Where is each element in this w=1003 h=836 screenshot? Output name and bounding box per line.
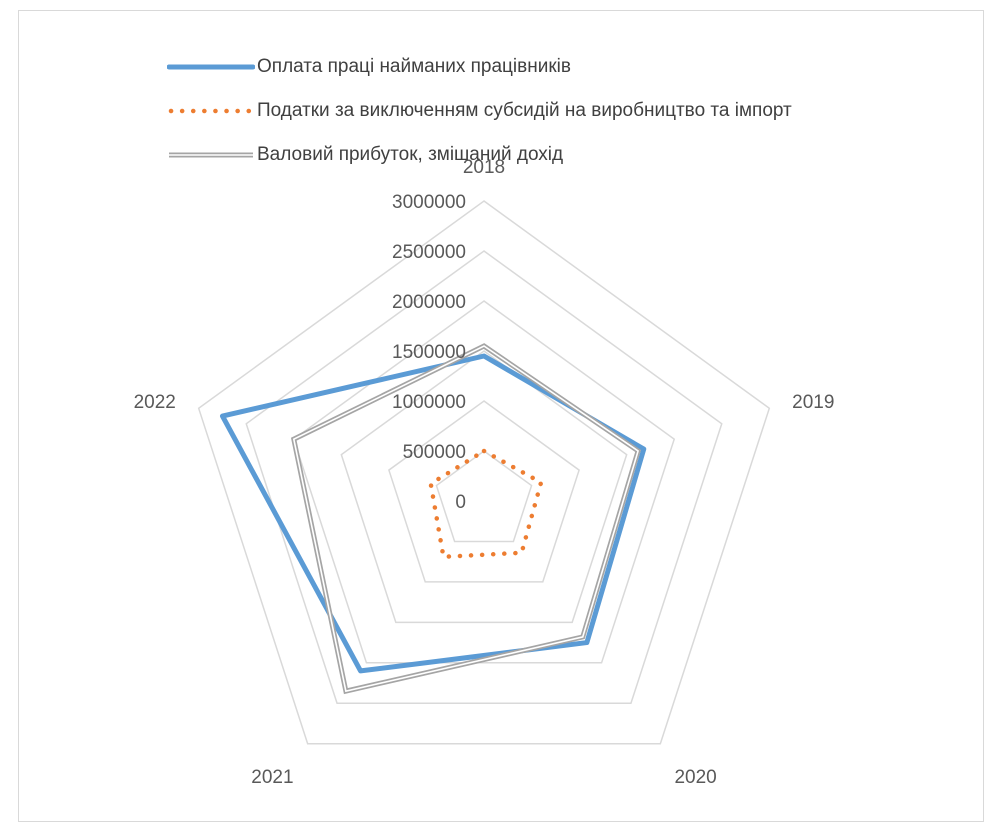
tick-label-0: 0 xyxy=(455,492,466,513)
category-label-2022: 2022 xyxy=(134,392,176,413)
legend-label-taxes: Податки за виключенням субсидій на вироб… xyxy=(257,100,792,121)
radar-tick-labels: 0 500000 1000000 1500000 2000000 2500000 30000… xyxy=(392,192,466,513)
grid-ring-6 xyxy=(197,200,771,745)
legend-item-profit[interactable]: Валовий прибуток, змішаний дохід xyxy=(167,133,792,177)
category-label-2019: 2019 xyxy=(792,392,834,413)
legend-item-taxes[interactable]: Податки за виключенням субсидій на вироб… xyxy=(167,89,792,133)
tick-label-4: 2000000 xyxy=(392,292,466,313)
legend-item-wages[interactable]: Оплата праці найманих працівників xyxy=(167,45,792,89)
grid-ring-1 xyxy=(435,450,533,543)
tick-label-2: 1000000 xyxy=(392,392,466,413)
grid-ring-4 xyxy=(292,300,676,664)
radar-category-labels: 2018 2019 2020 2021 2022 xyxy=(134,157,835,788)
chart-area: 0 500000 1000000 1500000 2000000 2500000 30000… xyxy=(18,10,984,822)
grid-ring-5 xyxy=(245,250,723,705)
radar-series xyxy=(219,343,647,695)
legend: Оплата праці найманих працівників Податк… xyxy=(167,45,792,177)
legend-swatch-taxes xyxy=(168,108,255,114)
tick-label-1: 500000 xyxy=(403,442,466,463)
tick-label-6: 3000000 xyxy=(392,192,466,213)
tick-label-3: 1500000 xyxy=(392,342,466,363)
radar-chart: 0 500000 1000000 1500000 2000000 2500000 30000… xyxy=(134,157,835,788)
legend-label-wages: Оплата праці найманих працівників xyxy=(257,56,571,77)
series-profit-inner xyxy=(292,345,640,693)
grid-ring-3 xyxy=(340,350,628,624)
category-label-2021: 2021 xyxy=(251,767,293,788)
radar-grid xyxy=(197,200,771,745)
grid-ring-2 xyxy=(388,400,580,583)
legend-swatch-profit xyxy=(169,152,253,158)
series-wages xyxy=(219,353,647,674)
legend-swatch-wages xyxy=(167,64,255,70)
series-taxes xyxy=(428,448,544,560)
legend-label-profit: Валовий прибуток, змішаний дохід xyxy=(257,144,564,165)
category-label-2018: 2018 xyxy=(463,157,505,178)
tick-label-5: 2500000 xyxy=(392,242,466,263)
category-label-2020: 2020 xyxy=(674,767,716,788)
